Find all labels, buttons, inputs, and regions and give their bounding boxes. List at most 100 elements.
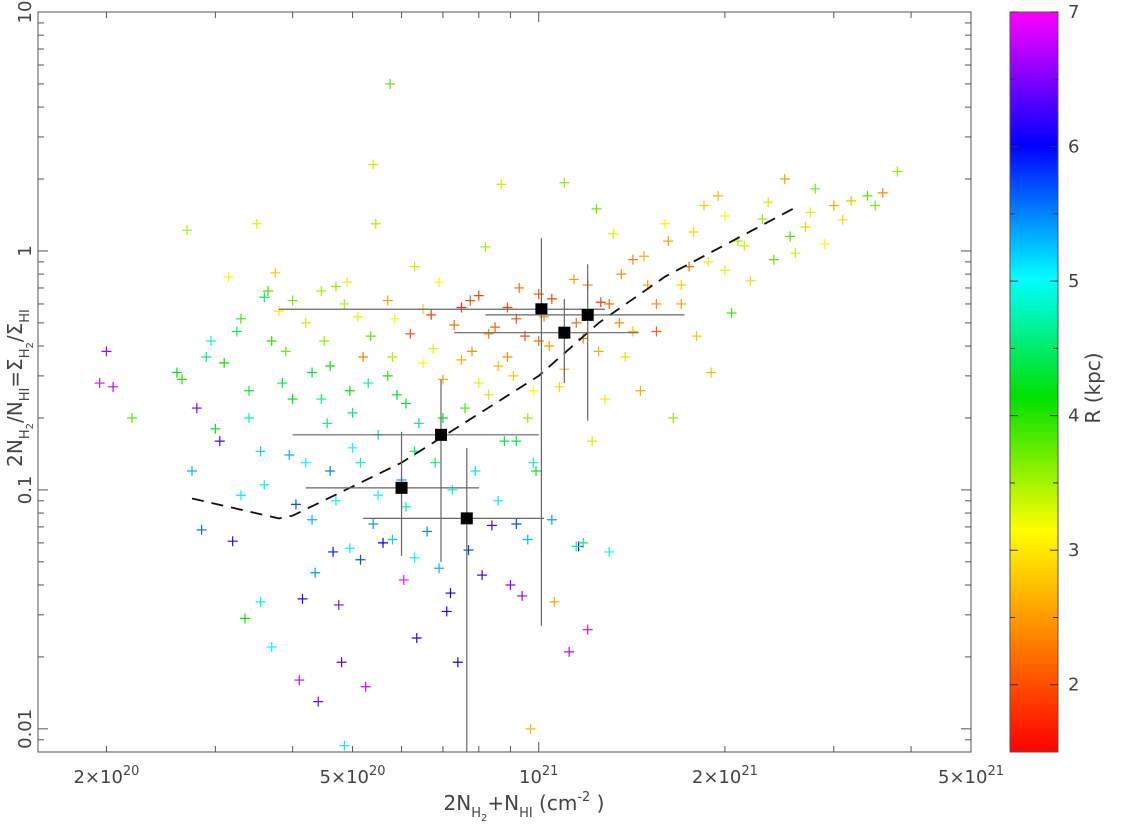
data-point — [549, 596, 560, 607]
data-point — [522, 534, 533, 545]
data-point — [223, 271, 234, 282]
data-point — [582, 624, 593, 635]
data-point — [398, 574, 409, 585]
data-point — [554, 381, 565, 392]
data-point — [328, 546, 339, 557]
data-point — [698, 200, 709, 211]
data-point — [676, 280, 687, 291]
colorbar-tick-label: 4 — [1068, 406, 1079, 427]
data-point — [430, 457, 441, 468]
data-point — [528, 457, 539, 468]
data-point — [525, 723, 536, 734]
data-point — [201, 351, 212, 362]
data-point — [862, 190, 873, 201]
data-point — [182, 225, 193, 236]
data-point — [546, 514, 557, 525]
data-point — [604, 546, 615, 557]
data-point — [668, 412, 679, 423]
data-point — [805, 207, 816, 218]
binned-points — [278, 238, 685, 752]
data-point — [466, 346, 477, 357]
data-point — [800, 221, 811, 232]
data-point — [449, 319, 460, 330]
data-point — [477, 570, 488, 581]
binned-point-marker — [395, 481, 408, 494]
data-point — [591, 203, 602, 214]
data-point — [452, 657, 463, 668]
data-point — [779, 174, 790, 185]
data-point — [300, 457, 311, 468]
data-point — [441, 606, 452, 617]
data-point — [490, 322, 501, 333]
data-point — [360, 681, 371, 692]
data-point — [387, 351, 398, 362]
data-point — [365, 331, 376, 342]
data-point — [663, 236, 674, 247]
data-point — [465, 295, 476, 306]
data-point — [316, 394, 327, 405]
data-point — [370, 218, 381, 229]
data-point — [456, 302, 467, 313]
data-point — [251, 218, 262, 229]
data-point — [266, 335, 277, 346]
data-point — [101, 346, 112, 357]
data-point — [559, 177, 570, 188]
data-point — [259, 292, 270, 303]
data-point — [846, 195, 857, 206]
data-point — [339, 298, 350, 309]
data-point — [214, 436, 225, 447]
data-point — [243, 385, 254, 396]
data-point — [511, 436, 522, 447]
data-point — [437, 374, 448, 385]
data-point — [819, 238, 830, 249]
data-point — [483, 389, 494, 400]
data-point — [571, 317, 582, 328]
data-point — [691, 331, 702, 342]
data-point — [352, 311, 363, 322]
data-point — [186, 465, 197, 476]
data-point — [231, 326, 242, 337]
x-tick-label: 1021 — [519, 764, 558, 788]
data-point — [604, 298, 615, 309]
data-point — [310, 567, 321, 578]
data-point — [659, 218, 670, 229]
x-tick-label: 2×1021 — [692, 764, 758, 788]
data-point — [460, 403, 471, 414]
data-point — [235, 490, 246, 501]
data-point — [719, 265, 730, 276]
data-point — [277, 378, 288, 389]
y-tick-label: 10 — [15, 1, 36, 24]
data-point — [434, 563, 445, 574]
data-point — [94, 378, 105, 389]
data-point — [385, 78, 396, 89]
colorbar-tick-label: 3 — [1068, 540, 1079, 561]
data-point — [790, 248, 801, 259]
data-point — [437, 412, 448, 423]
data-point — [493, 495, 504, 506]
data-point — [325, 465, 336, 476]
dashed-fit-line — [191, 206, 796, 520]
data-point — [456, 354, 467, 365]
data-point — [239, 613, 250, 624]
data-point — [347, 407, 358, 418]
data-point — [307, 367, 318, 378]
data-point — [713, 190, 724, 201]
data-point — [313, 696, 324, 707]
data-point — [243, 412, 254, 423]
data-point — [316, 285, 327, 296]
data-point — [768, 254, 779, 265]
data-point — [322, 418, 333, 429]
data-point — [108, 381, 119, 392]
data-point — [409, 552, 420, 563]
data-point — [676, 298, 687, 309]
colorbar-tick-label: 6 — [1068, 137, 1079, 158]
data-point — [470, 465, 481, 476]
data-point — [392, 389, 403, 400]
binned-point-marker — [581, 308, 594, 321]
data-point — [297, 593, 308, 604]
data-point — [651, 326, 662, 337]
data-point — [528, 385, 539, 396]
data-point — [210, 423, 221, 434]
data-point — [568, 274, 579, 285]
data-point — [447, 484, 458, 495]
